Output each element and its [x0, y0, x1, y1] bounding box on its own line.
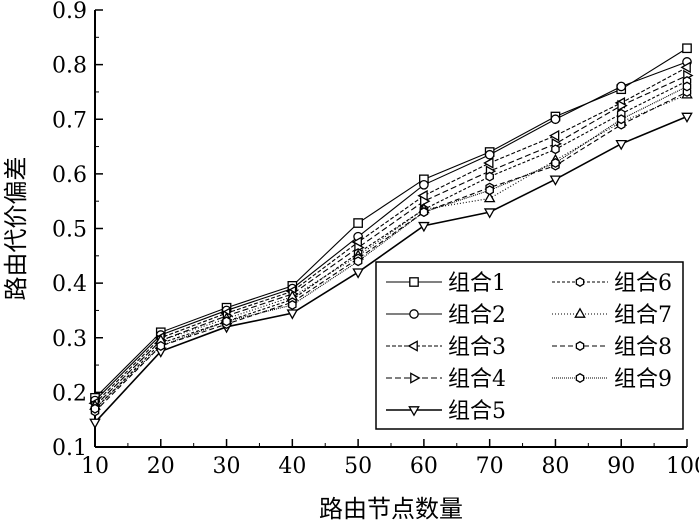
y-axis-title: 路由代价偏差: [2, 157, 30, 301]
data-point: [615, 139, 628, 151]
legend-item: 组合8: [552, 335, 672, 360]
legend-item: 组合4: [386, 367, 506, 392]
legend-box: [375, 261, 684, 430]
legend-marker: [407, 340, 418, 352]
data-point: [681, 112, 693, 124]
data-point: [549, 175, 562, 186]
legend-label: 组合9: [614, 367, 672, 392]
x-tick-label: 90: [607, 454, 635, 479]
data-point: [286, 309, 299, 320]
legend: 组合1 组合2 组合3 组合4 组合5 组合6 组合7 组合8 组合9: [375, 261, 684, 430]
y-tick-label: 0.2: [52, 381, 87, 406]
data-point: [420, 195, 431, 207]
legend-marker: [408, 406, 420, 417]
data-point: [551, 144, 560, 155]
series-line: [94, 61, 688, 401]
data-point: [352, 268, 364, 279]
series-5: [89, 112, 693, 429]
x-tick-label: 70: [476, 454, 504, 479]
series-line: [94, 75, 688, 407]
legend-item: 组合5: [386, 399, 506, 424]
data-point: [483, 191, 496, 203]
data-point: [353, 218, 363, 228]
legend-marker: [575, 341, 585, 351]
data-point: [483, 208, 496, 219]
data-point: [616, 114, 626, 125]
data-point: [89, 418, 101, 429]
x-axis-title: 路由节点数量: [319, 495, 463, 523]
data-point: [485, 171, 494, 182]
x-tick-label: 40: [278, 454, 306, 479]
y-tick-label: 0.4: [52, 272, 87, 297]
x-tick-label: 10: [81, 454, 109, 479]
data-point: [483, 157, 494, 169]
x-tick-label: 20: [147, 454, 175, 479]
legend-marker: [409, 309, 419, 319]
data-point: [616, 81, 627, 92]
data-point: [288, 300, 297, 310]
legend-label: 组合8: [614, 335, 672, 360]
y-tick-label: 0.6: [52, 163, 87, 188]
legend-label: 组合2: [448, 303, 506, 328]
data-point: [682, 43, 692, 54]
legend-label: 组合4: [448, 367, 506, 392]
data-point: [419, 179, 429, 190]
y-tick-label: 0.1: [52, 436, 87, 461]
series-line: [94, 115, 688, 423]
series-line: [94, 91, 688, 412]
data-point: [680, 61, 691, 74]
data-point: [418, 221, 430, 233]
y-tick-label: 0.5: [52, 218, 87, 243]
series-line: [94, 66, 688, 404]
legend-marker: [410, 372, 421, 384]
data-point: [548, 129, 560, 142]
data-point: [550, 114, 561, 125]
y-tick-label: 0.3: [52, 327, 87, 352]
legend-item: 组合1: [386, 271, 506, 296]
legend-item: 组合2: [386, 303, 506, 328]
series-9: [90, 81, 692, 414]
x-tick-label: 50: [344, 454, 372, 479]
legend-label: 组合6: [614, 271, 672, 296]
series-layer: [88, 43, 694, 429]
legend-marker: [575, 373, 585, 383]
legend-item: 组合7: [552, 303, 672, 328]
y-tick-label: 0.9: [52, 0, 87, 24]
y-tick-label: 0.8: [52, 54, 87, 79]
data-point: [353, 256, 363, 267]
data-point: [90, 403, 100, 414]
legend-item: 组合9: [552, 367, 672, 392]
legend-item: 组合6: [552, 271, 672, 296]
x-tick-label: 100: [666, 454, 699, 479]
data-point: [156, 340, 166, 351]
legend-label: 组合3: [448, 335, 506, 360]
legend-marker: [409, 277, 419, 287]
x-tick-label: 60: [410, 454, 438, 479]
legend-marker: [575, 277, 585, 287]
x-tick-label: 80: [541, 454, 569, 479]
plot-axes: 10 20 30 40 50 60 70 80 90 100 0.1 0.2 0.3 0.4 0.5 0.6 0…: [52, 0, 699, 479]
legend-label: 组合1: [448, 271, 506, 296]
y-tick-label: 0.7: [52, 108, 87, 133]
series-line: [94, 80, 688, 410]
legend-label: 组合5: [448, 399, 506, 424]
data-point: [222, 316, 231, 327]
data-point: [617, 99, 628, 112]
data-point: [484, 149, 495, 160]
legend-label: 组合7: [614, 303, 672, 328]
series-line: [94, 85, 688, 410]
data-point: [419, 207, 429, 218]
legend-item: 组合3: [386, 335, 506, 360]
data-point: [485, 185, 494, 196]
x-tick-label: 30: [213, 454, 241, 479]
data-point: [551, 157, 560, 168]
legend-marker: [574, 307, 586, 318]
data-point: [682, 81, 692, 92]
